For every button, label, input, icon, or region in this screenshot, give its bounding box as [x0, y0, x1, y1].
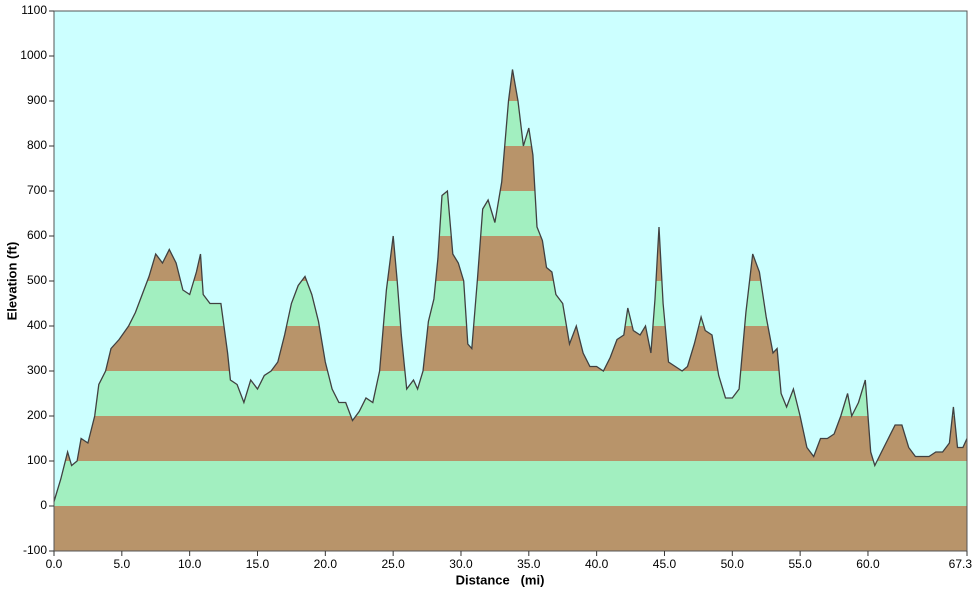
x-tick-label: 67.3 [949, 557, 973, 571]
x-tick-label: 20.0 [314, 557, 338, 571]
elevation-line [53, 69, 968, 502]
x-tick-label: 35.0 [517, 557, 541, 571]
x-tick-label: 45.0 [653, 557, 677, 571]
x-tick-label: 15.0 [246, 557, 270, 571]
y-tick-label: 500 [27, 273, 47, 287]
x-tick-label: 60.0 [856, 557, 880, 571]
y-tick-label: 0 [40, 498, 47, 512]
x-tick-label: 55.0 [788, 557, 812, 571]
y-tick-label: 400 [27, 318, 47, 332]
y-tick-label: 600 [27, 228, 47, 242]
x-tick-label: 0.0 [46, 557, 63, 571]
x-tick-label: 50.0 [721, 557, 745, 571]
y-tick-label: 300 [27, 363, 47, 377]
elevation-band [54, 506, 967, 551]
y-tick-label: -100 [23, 543, 47, 557]
y-tick-label: 1000 [20, 48, 47, 62]
x-tick-label: 10.0 [178, 557, 202, 571]
y-tick-label: 200 [27, 408, 47, 422]
y-tick-label: 900 [27, 93, 47, 107]
x-tick-label: 5.0 [113, 557, 130, 571]
y-axis-title: Elevation (ft) [4, 242, 19, 321]
x-tick-label: 40.0 [585, 557, 609, 571]
x-tick-label: 30.0 [449, 557, 473, 571]
x-axis-title: Distance (mi) [456, 572, 545, 587]
y-tick-label: 700 [27, 183, 47, 197]
y-tick-label: 1100 [21, 3, 47, 17]
y-tick-label: 100 [27, 453, 47, 467]
elevation-band [54, 461, 967, 506]
y-tick-label: 800 [27, 138, 47, 152]
x-tick-label: 25.0 [381, 557, 405, 571]
